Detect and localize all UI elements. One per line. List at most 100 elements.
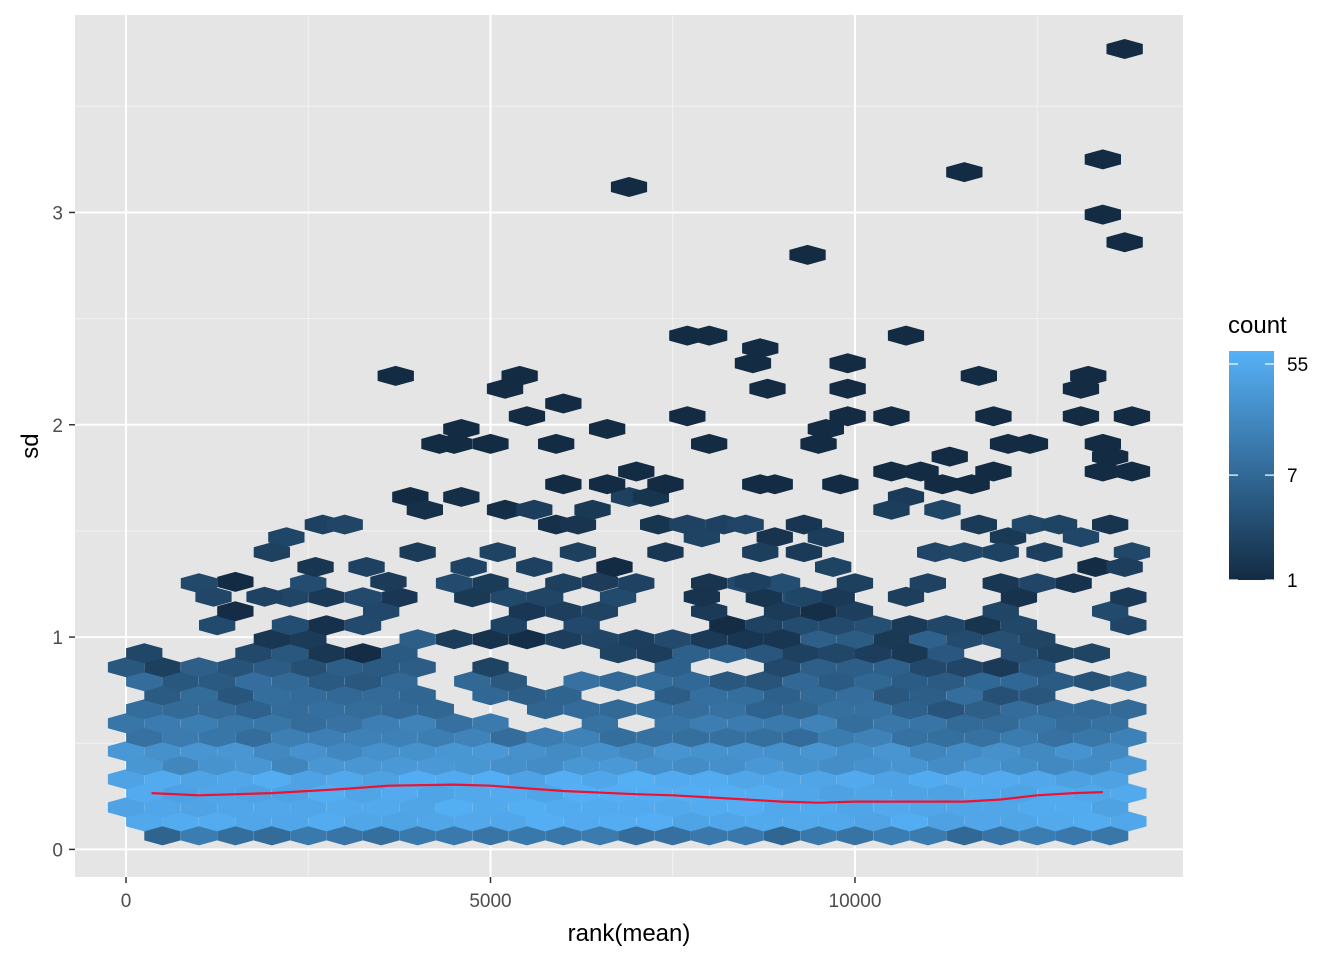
hex-bin [1092, 797, 1129, 818]
hex-bin [1055, 713, 1092, 734]
hex-bin [581, 629, 618, 650]
hex-bin [107, 741, 145, 762]
hex-bin [235, 643, 272, 664]
hex-bin [855, 727, 892, 748]
hex-bin [581, 571, 618, 592]
hex-bin [527, 587, 564, 608]
hex-bin [490, 755, 527, 776]
hex-bin [691, 629, 728, 650]
x-axis: 0 5000 10000 [121, 877, 881, 912]
hex-bin [982, 713, 1019, 734]
hex-bin [290, 825, 327, 846]
hex-bin [144, 657, 181, 678]
hex-bin [180, 825, 218, 846]
hex-bin [927, 615, 965, 636]
hex-bin [691, 797, 728, 818]
hex-bin [308, 727, 345, 748]
hex-bin [217, 825, 254, 846]
hex-bin [982, 629, 1019, 650]
hex-bin [290, 685, 327, 706]
hex-bin [672, 699, 710, 720]
hex-bin [745, 587, 782, 608]
hex-bin [516, 557, 553, 577]
hex-bin [450, 557, 487, 577]
hex-bin [1011, 433, 1049, 454]
hex-bin [727, 685, 764, 706]
hex-bin [927, 783, 965, 804]
hex-bin [964, 727, 1001, 748]
hex-bin [363, 825, 400, 846]
hex-bin [1077, 557, 1114, 577]
hex-bin [1019, 629, 1056, 650]
hex-bin [144, 825, 181, 846]
hex-bin [162, 727, 199, 748]
hex-bin [789, 244, 826, 265]
hex-bin [399, 685, 436, 706]
hex-bin [946, 162, 983, 183]
hex-bin [399, 741, 436, 762]
x-tick-label: 5000 [469, 891, 511, 912]
hex-bin [199, 783, 236, 804]
hex-bin [855, 699, 892, 720]
hex-bin [946, 629, 983, 650]
hex-bin [563, 671, 600, 692]
hex-bin [217, 685, 254, 706]
hex-bin [363, 769, 400, 790]
hex-bin [836, 741, 874, 762]
hex-bin [527, 727, 564, 748]
hex-bin [873, 657, 910, 678]
hex-bin [290, 629, 327, 650]
hex-bin [1092, 601, 1129, 622]
hex-bin [727, 514, 764, 535]
hex-bin [909, 825, 946, 846]
hex-bin [672, 727, 710, 748]
hex-bin [527, 699, 564, 720]
hex-bin [1000, 643, 1038, 664]
hex-bin [829, 378, 866, 399]
hex-bin [763, 825, 801, 846]
hex-bin [636, 643, 673, 664]
y-tick-label: 3 [52, 203, 63, 224]
y-tick-label: 0 [52, 840, 63, 861]
hex-bin [1110, 811, 1147, 832]
hex-bin [683, 527, 720, 548]
hex-bin [654, 657, 691, 678]
hex-bin [785, 542, 823, 563]
hex-bin [326, 514, 363, 535]
hex-bin [144, 797, 181, 818]
hex-bin [435, 713, 473, 734]
hex-bin [217, 657, 254, 678]
legend-tick-label: 1 [1287, 571, 1298, 592]
hex-bin [472, 629, 509, 650]
hex-bin [807, 527, 844, 548]
hex-bin [782, 727, 819, 748]
hex-bin [271, 727, 309, 748]
hex-bin [960, 514, 997, 535]
hex-bin [162, 671, 199, 692]
hex-bin [1073, 643, 1110, 664]
hex-bin [815, 557, 852, 577]
hex-bin [873, 499, 910, 520]
hex-bin [763, 629, 801, 650]
hex-bin [508, 629, 546, 650]
hex-bin [891, 643, 928, 664]
hex-bin [599, 811, 637, 832]
hex-bin [618, 825, 655, 846]
hex-bin [217, 741, 254, 762]
hex-bin [180, 657, 218, 678]
hex-bin [873, 769, 910, 790]
hex-bin [647, 474, 684, 495]
hex-bin [672, 755, 710, 776]
hex-bin [596, 557, 633, 577]
hex-bin [836, 573, 874, 594]
hex-bin [654, 713, 691, 734]
hex-bin [1073, 755, 1110, 776]
hex-bin [199, 699, 236, 720]
hex-bin [545, 601, 582, 622]
y-tick-label: 2 [52, 416, 63, 437]
hex-bin [1062, 406, 1100, 427]
hex-bin [344, 671, 382, 692]
hex-bin [946, 769, 983, 790]
hex-bin [527, 811, 564, 832]
hex-bin [763, 741, 801, 762]
